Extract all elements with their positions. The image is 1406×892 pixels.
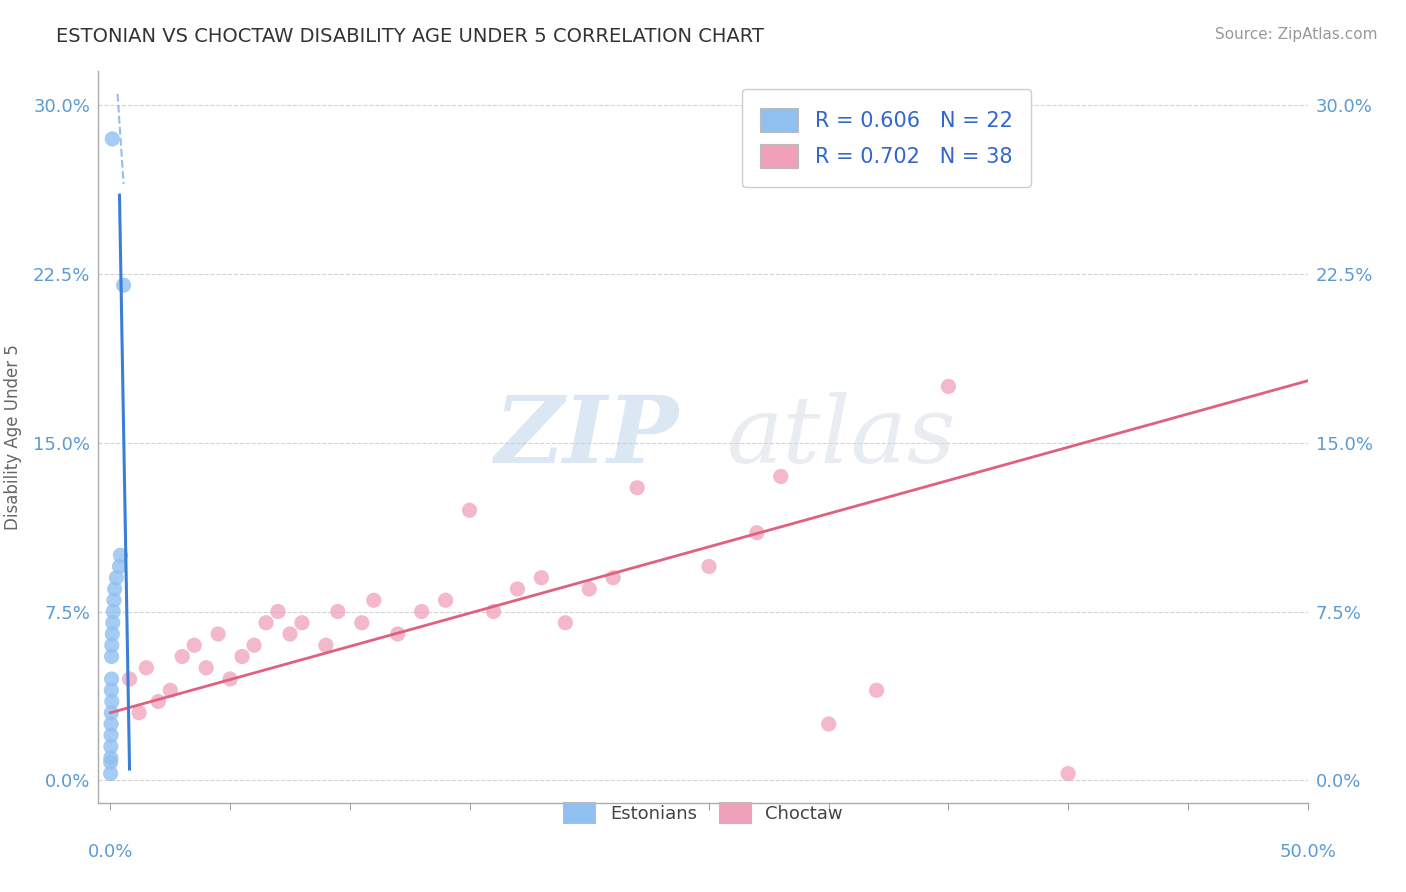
Point bbox=[105, 571, 128, 585]
Point bbox=[267, 605, 290, 619]
Point bbox=[231, 649, 253, 664]
Point bbox=[103, 605, 125, 619]
Text: atlas: atlas bbox=[727, 392, 956, 482]
Legend: Estonians, Choctaw: Estonians, Choctaw bbox=[548, 788, 858, 838]
Text: ZIP: ZIP bbox=[495, 392, 679, 482]
Point bbox=[434, 593, 457, 607]
Point bbox=[100, 766, 122, 780]
Point bbox=[554, 615, 576, 630]
Point bbox=[745, 525, 768, 540]
Point bbox=[148, 694, 170, 708]
Point bbox=[530, 571, 553, 585]
Point bbox=[100, 649, 122, 664]
Point bbox=[326, 605, 349, 619]
Text: Source: ZipAtlas.com: Source: ZipAtlas.com bbox=[1215, 27, 1378, 42]
Point bbox=[219, 672, 242, 686]
Point bbox=[207, 627, 229, 641]
Point bbox=[697, 559, 720, 574]
Point bbox=[118, 672, 141, 686]
Point bbox=[254, 615, 277, 630]
Point bbox=[100, 672, 122, 686]
Point bbox=[159, 683, 181, 698]
Point bbox=[602, 571, 624, 585]
Point bbox=[101, 694, 124, 708]
Y-axis label: Disability Age Under 5: Disability Age Under 5 bbox=[4, 344, 21, 530]
Point bbox=[110, 548, 132, 562]
Point bbox=[195, 661, 218, 675]
Point bbox=[1057, 766, 1080, 780]
Point bbox=[100, 751, 122, 765]
Text: 0.0%: 0.0% bbox=[87, 843, 134, 862]
Point bbox=[104, 582, 127, 596]
Point bbox=[172, 649, 194, 664]
Point bbox=[626, 481, 648, 495]
Point bbox=[865, 683, 887, 698]
Point bbox=[411, 605, 433, 619]
Point bbox=[243, 638, 266, 652]
Point bbox=[128, 706, 150, 720]
Point bbox=[108, 559, 131, 574]
Point bbox=[100, 728, 122, 742]
Point bbox=[363, 593, 385, 607]
Point bbox=[506, 582, 529, 596]
Point bbox=[350, 615, 373, 630]
Point bbox=[101, 615, 124, 630]
Point bbox=[387, 627, 409, 641]
Point bbox=[458, 503, 481, 517]
Point bbox=[291, 615, 314, 630]
Point bbox=[101, 638, 124, 652]
Point bbox=[100, 717, 122, 731]
Point bbox=[578, 582, 600, 596]
Point bbox=[103, 593, 125, 607]
Point bbox=[769, 469, 792, 483]
Text: 50.0%: 50.0% bbox=[1279, 843, 1336, 862]
Point bbox=[315, 638, 337, 652]
Point bbox=[135, 661, 157, 675]
Text: ESTONIAN VS CHOCTAW DISABILITY AGE UNDER 5 CORRELATION CHART: ESTONIAN VS CHOCTAW DISABILITY AGE UNDER… bbox=[56, 27, 763, 45]
Point bbox=[101, 627, 124, 641]
Point bbox=[112, 278, 135, 293]
Point bbox=[183, 638, 205, 652]
Point bbox=[100, 706, 122, 720]
Point bbox=[938, 379, 960, 393]
Point bbox=[100, 683, 122, 698]
Point bbox=[278, 627, 301, 641]
Point bbox=[100, 756, 122, 770]
Point bbox=[482, 605, 505, 619]
Point bbox=[100, 739, 122, 754]
Point bbox=[101, 132, 124, 146]
Point bbox=[817, 717, 839, 731]
